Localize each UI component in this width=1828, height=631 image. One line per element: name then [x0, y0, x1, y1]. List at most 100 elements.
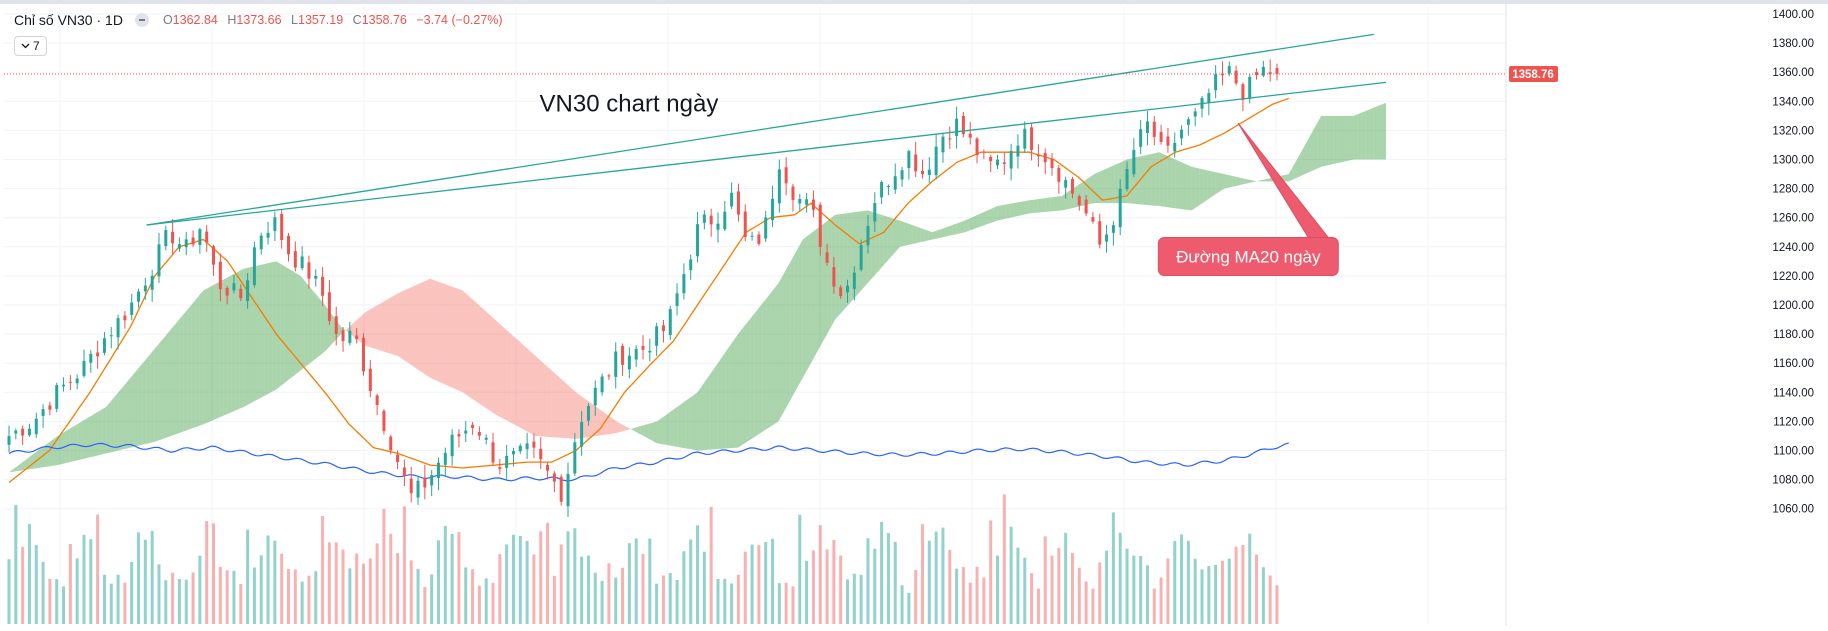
volume-bar: [1152, 588, 1156, 624]
cloud-segment: [1373, 106, 1378, 160]
cloud-segment: [316, 295, 321, 358]
cloud-segment: [503, 326, 508, 421]
volume-bar: [402, 506, 406, 624]
symbol-title[interactable]: Chỉ số VN30 · 1D: [14, 12, 123, 28]
candle-body: [205, 231, 209, 243]
cloud-segment: [243, 267, 248, 407]
cloud-segment: [1349, 115, 1354, 161]
cloud-segment: [45, 442, 50, 467]
high-value: 1373.66: [236, 13, 282, 27]
y-tick-label: 1080.00: [1772, 475, 1814, 487]
cloud-segment: [73, 423, 78, 462]
candle-body: [1084, 199, 1088, 214]
volume-bar: [27, 523, 31, 624]
candle-body: [1159, 131, 1163, 142]
volume-bar: [55, 579, 59, 624]
volume-bar: [750, 544, 754, 624]
candle-body: [675, 293, 679, 306]
cloud-segment: [612, 418, 617, 434]
volume-bar: [137, 532, 141, 624]
volume-bar: [361, 563, 365, 624]
cloud-segment: [669, 409, 674, 447]
cloud-segment: [1013, 202, 1018, 217]
candle-body: [546, 464, 550, 471]
cloud-segment: [1284, 174, 1289, 182]
volume-bar: [239, 584, 243, 624]
volume-bar: [1023, 557, 1027, 624]
cloud-segment: [13, 466, 18, 472]
y-tick-label: 1340.00: [1772, 96, 1814, 108]
open-value: 1362.84: [172, 13, 218, 27]
candle-body: [859, 245, 863, 270]
candle-body: [225, 287, 229, 296]
volume-bar: [1057, 547, 1061, 624]
cloud-segment: [640, 424, 645, 437]
cloud-segment: [1029, 199, 1034, 214]
candle-body: [1064, 180, 1068, 188]
candle-body: [539, 448, 543, 460]
volume-bar: [1139, 556, 1143, 624]
volume-bar: [1159, 577, 1163, 624]
cloud-segment: [989, 207, 994, 224]
y-tick-label: 1260.00: [1772, 213, 1814, 225]
volume-bar: [648, 538, 652, 624]
volume-bar: [348, 568, 352, 624]
volume-bar: [1275, 585, 1279, 624]
cloud-segment: [883, 215, 888, 265]
candle-body: [137, 291, 141, 302]
cloud-segment: [523, 345, 528, 432]
cloud-segment: [81, 418, 86, 460]
volume-bar: [150, 530, 154, 624]
cloud-segment: [519, 341, 524, 430]
candle-body: [1036, 154, 1040, 157]
candle-body: [839, 287, 843, 297]
volume-bar: [89, 539, 93, 624]
candle-body: [14, 430, 18, 434]
cloud-segment: [952, 223, 957, 235]
cloud-segment: [466, 294, 471, 398]
cloud-segment: [632, 427, 637, 433]
cloud-segment: [693, 392, 698, 451]
volume-bar: [484, 578, 488, 624]
candle-body: [921, 170, 925, 175]
candle-body: [689, 259, 693, 271]
cloud-segment: [284, 266, 289, 384]
candle-body: [730, 192, 734, 207]
high-label: H: [227, 13, 237, 27]
cloud-segment: [430, 278, 435, 380]
cloud-segment: [409, 286, 414, 367]
cloud-segment: [1155, 152, 1160, 207]
volume-bar: [661, 575, 665, 624]
cloud-segment: [1049, 196, 1054, 212]
volume-bar: [886, 533, 890, 624]
cloud-segment: [1203, 169, 1208, 203]
candle-body: [1057, 168, 1061, 182]
cloud-segment: [191, 300, 196, 429]
cloud-segment: [968, 216, 973, 231]
cloud-segment: [608, 415, 613, 435]
indicators-toggle-button[interactable]: 7: [14, 36, 47, 56]
candle-body: [1186, 119, 1190, 125]
cloud-segment: [1090, 174, 1095, 205]
cloud-segment: [296, 273, 301, 374]
cloud-segment: [916, 226, 921, 244]
cloud-segment: [1329, 115, 1334, 165]
cloud-segment: [239, 268, 244, 409]
candle-body: [68, 381, 72, 383]
cloud-segment: [1325, 115, 1330, 166]
cloud-segment: [357, 315, 362, 343]
cloud-segment: [1224, 174, 1229, 189]
candle-body: [927, 169, 931, 175]
cloud-segment: [1313, 123, 1318, 171]
volume-bar: [968, 582, 972, 624]
candle-body: [102, 338, 106, 353]
price-axis: 1400.00 1380.00 1360.00 1340.00 1320.00 1300.…: [4, 0, 1814, 626]
collapse-icon[interactable]: [134, 13, 149, 27]
cloud-segment: [247, 266, 252, 405]
cloud-segment: [1037, 198, 1042, 213]
volume-bar: [218, 566, 222, 624]
cloud-segment: [1098, 170, 1103, 204]
candles: [7, 59, 1279, 518]
